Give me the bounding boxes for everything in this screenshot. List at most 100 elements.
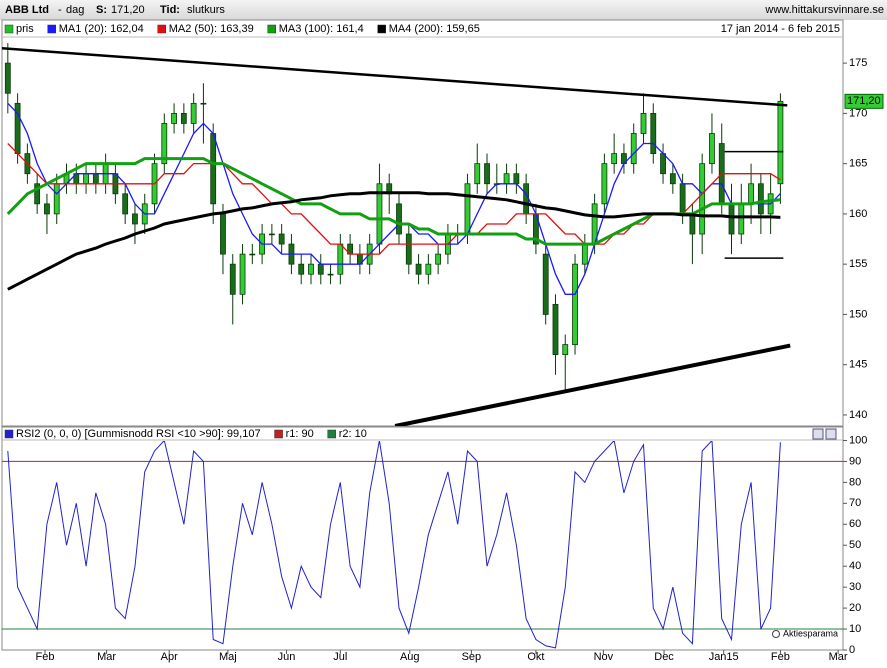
- interval: dag: [66, 4, 84, 16]
- legend-swatch: [274, 429, 283, 439]
- y-tick-label: 100: [849, 434, 867, 446]
- legend-label: pris: [16, 23, 34, 35]
- y-tick-label: 150: [849, 308, 867, 320]
- candle-body: [435, 253, 442, 265]
- mode-label: Tid:: [160, 4, 180, 16]
- legend-label: MA3 (100): 161,4: [279, 23, 364, 35]
- y-tick-label: 160: [849, 208, 867, 220]
- moving-average: [7, 102, 781, 295]
- y-tick-label: 145: [849, 359, 867, 371]
- candle-body: [161, 123, 168, 165]
- candle-body: [327, 273, 334, 276]
- y-tick-label: 70: [849, 497, 861, 509]
- logo-icon: [772, 630, 780, 638]
- candle-body: [738, 203, 745, 235]
- legend-label: MA2 (50): 163,39: [169, 23, 254, 35]
- candle-body: [709, 133, 715, 165]
- legend-swatch: [377, 24, 386, 34]
- y-tick-label: 0: [849, 644, 855, 656]
- x-tick-label: Jul: [333, 651, 347, 663]
- y-tick-label: 50: [849, 539, 861, 551]
- candle-body: [650, 112, 657, 154]
- x-tick-label: Aug: [400, 651, 420, 663]
- close-icon[interactable]: [825, 428, 837, 440]
- y-tick-label: 80: [849, 476, 861, 488]
- candle-body: [640, 112, 647, 134]
- candle-body: [728, 203, 735, 235]
- candle-body: [268, 233, 275, 236]
- price-panel: [1, 19, 844, 427]
- candle-body: [748, 183, 754, 205]
- settings-icon[interactable]: [812, 428, 824, 440]
- last-value-label: 171,20: [847, 95, 881, 107]
- x-tick-label: Okt: [527, 651, 544, 663]
- y-tick-label: 175: [849, 57, 867, 69]
- candle-body: [572, 263, 578, 345]
- candle-body: [44, 203, 50, 215]
- candle-body: [464, 183, 471, 235]
- legend-label: r1: 90: [286, 428, 314, 440]
- price-label: S:: [96, 4, 107, 16]
- candle-body: [34, 183, 41, 205]
- candle-body: [777, 100, 784, 185]
- candle-body: [513, 173, 520, 185]
- candle-body: [83, 173, 89, 185]
- annotation: Aktiesparama: [783, 628, 838, 638]
- legend-swatch: [267, 24, 276, 34]
- x-tick-label: Jan15: [709, 651, 739, 663]
- candle-body: [317, 263, 324, 275]
- candle-body: [4, 62, 11, 94]
- x-tick-label: Nov: [594, 651, 614, 663]
- y-tick-label: 170: [849, 107, 867, 119]
- candle-body: [699, 163, 706, 235]
- candle-body: [249, 253, 256, 256]
- legend-label: r2: 10: [339, 428, 367, 440]
- price: 171,20: [111, 4, 145, 16]
- candle-body: [669, 173, 676, 185]
- x-tick-label: Mar: [829, 651, 848, 663]
- candle-body: [220, 213, 226, 255]
- candle-body: [611, 153, 618, 165]
- candle-body: [278, 233, 285, 245]
- candle-body: [239, 253, 246, 295]
- x-tick-label: Jun: [278, 651, 296, 663]
- legend-swatch: [47, 24, 56, 34]
- x-tick-label: Mar: [97, 651, 116, 663]
- x-tick-label: Dec: [654, 651, 674, 663]
- legend-swatch: [327, 429, 336, 439]
- candle-body: [415, 263, 422, 275]
- y-tick-label: 155: [849, 258, 867, 270]
- legend-label: MA4 (200): 159,65: [389, 23, 480, 35]
- rsi-panel: [1, 426, 844, 651]
- price-plot: [2, 43, 791, 426]
- candle-body: [630, 133, 637, 165]
- rsi-line: [7, 441, 781, 649]
- candle-body: [190, 102, 197, 124]
- candle-body: [132, 213, 138, 225]
- header-bar: [0, 0, 887, 20]
- y-tick-label: 30: [849, 581, 861, 593]
- trendline: [394, 343, 791, 426]
- trendline: [2, 46, 788, 107]
- candle-body: [679, 183, 686, 215]
- y-tick-label: 60: [849, 518, 861, 530]
- legend-label: RSI2 (0, 0, 0) [Gummisnodd RSI <10 >90]:…: [16, 428, 261, 440]
- y-tick-label: 165: [849, 158, 867, 170]
- candle-body: [53, 183, 60, 215]
- x-tick-label: Feb: [771, 651, 790, 663]
- mode: slutkurs: [187, 4, 225, 16]
- y-tick-label: 140: [849, 409, 867, 421]
- legend-label: MA1 (20): 162,04: [59, 23, 144, 35]
- y-tick-label: 20: [849, 602, 861, 614]
- candle-body: [757, 183, 764, 215]
- x-tick-label: Feb: [36, 651, 55, 663]
- candle-body: [337, 243, 344, 275]
- legend-swatch: [157, 24, 166, 34]
- last-value-box: [844, 93, 884, 109]
- separator: -: [58, 4, 62, 16]
- candle-body: [405, 233, 412, 265]
- y-tick-label: 10: [849, 623, 861, 635]
- site: www.hittakursvinnare.se: [764, 4, 884, 16]
- candle-body: [229, 263, 236, 295]
